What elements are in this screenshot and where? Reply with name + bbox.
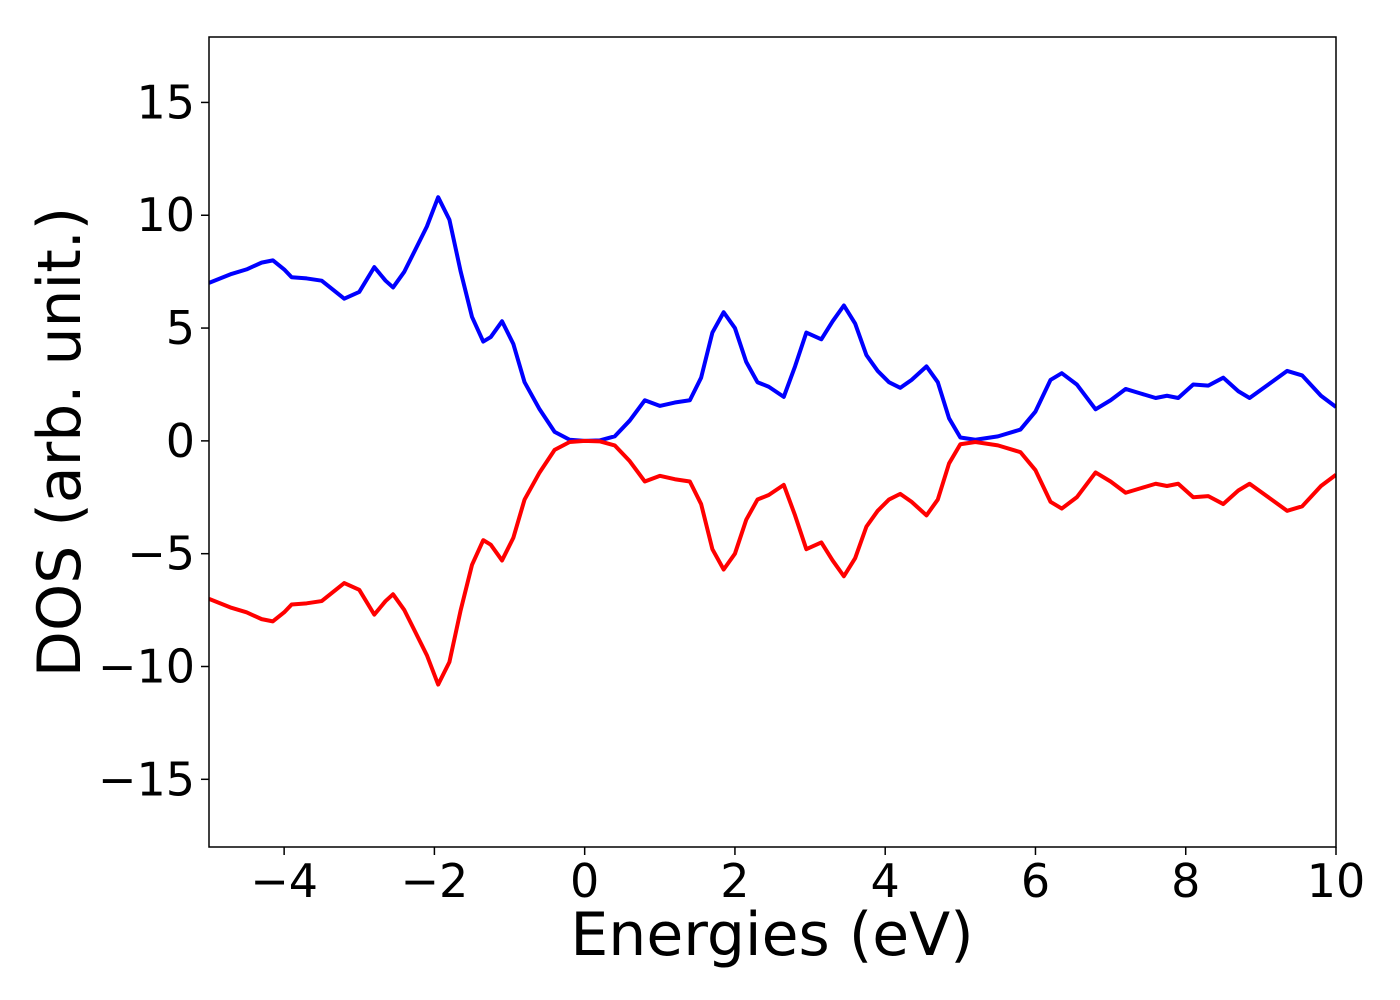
x-tick-label: 6 (1021, 854, 1050, 908)
x-tick-label: 2 (720, 854, 749, 908)
x-tick-label: 0 (570, 854, 599, 908)
x-tick-label: 4 (871, 854, 900, 908)
plot-frame (208, 36, 1337, 848)
y-tick-label: −10 (98, 639, 195, 693)
x-tick-label: −4 (250, 854, 318, 908)
x-tick-label: −2 (400, 854, 468, 908)
y-axis-label: DOS (arb. unit.) (25, 207, 95, 677)
y-tick-label: 5 (166, 301, 195, 355)
x-axis-label: Energies (eV) (570, 900, 973, 970)
y-tick-label: 15 (136, 75, 195, 129)
data-line (209, 438, 1336, 687)
y-tick-label: −5 (127, 527, 195, 581)
y-tick-label: 0 (166, 414, 195, 468)
data-line (209, 195, 1336, 443)
y-tick-label: −15 (98, 752, 195, 806)
x-tick-label: 8 (1171, 854, 1200, 908)
y-tick-label: 10 (136, 188, 195, 242)
x-tick-label: 10 (1307, 854, 1366, 908)
